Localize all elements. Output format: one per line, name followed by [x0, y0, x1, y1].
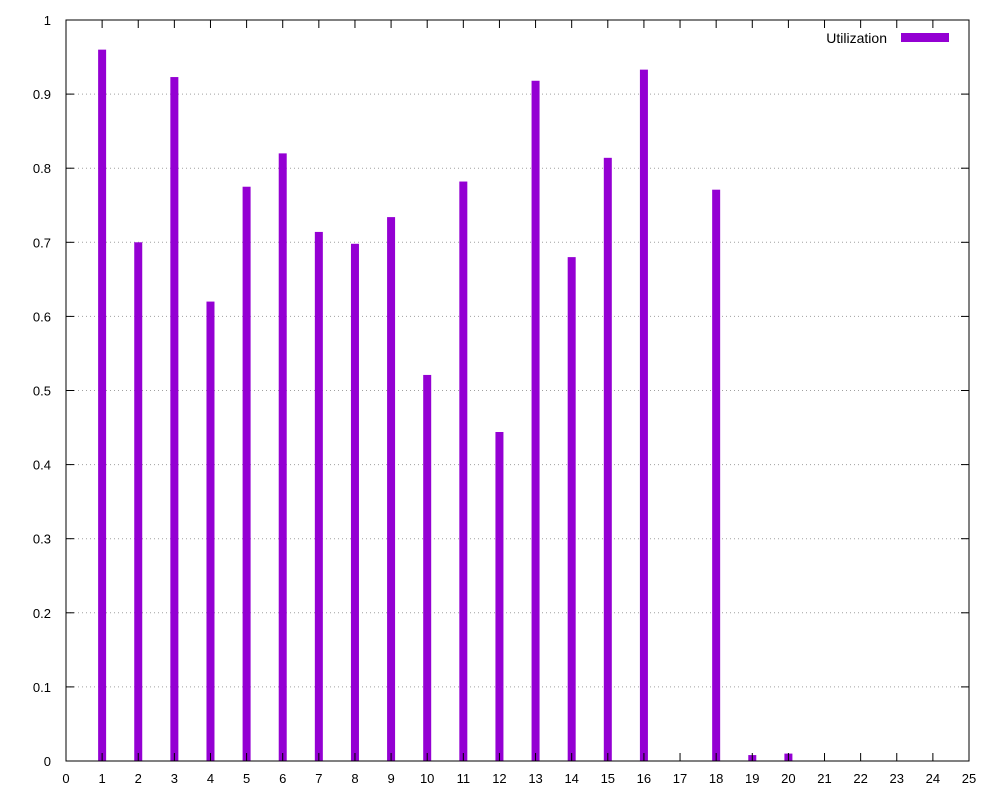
x-tick-label: 20	[781, 771, 795, 786]
x-tick-label: 11	[457, 771, 471, 786]
y-tick-label: 0.6	[33, 309, 51, 324]
bar-3	[170, 77, 179, 761]
x-tick-label: 0	[62, 771, 69, 786]
bar-11	[459, 181, 468, 762]
x-tick-label: 3	[171, 771, 178, 786]
bar-1	[98, 49, 107, 761]
bar-16	[639, 69, 648, 762]
bar-8	[350, 243, 359, 762]
bar-2	[134, 242, 143, 762]
bar-7	[314, 231, 323, 761]
x-tick-label: 2	[135, 771, 142, 786]
legend-swatch-utilization	[901, 33, 949, 42]
bar-15	[603, 157, 612, 762]
x-tick-label: 16	[637, 771, 651, 786]
grid-lines	[66, 93, 969, 688]
x-tick-label: 5	[243, 771, 250, 786]
legend-label-utilization: Utilization	[826, 30, 887, 46]
x-tick-label: 6	[279, 771, 286, 786]
x-tick-label: 19	[745, 771, 759, 786]
x-tick-label: 25	[962, 771, 976, 786]
x-tick-label: 21	[817, 771, 831, 786]
y-tick-label: 0	[44, 754, 51, 769]
x-tick-labels: 0 1 2 3 4 5 6 7 8 9 10 11 12 13 14 15 16 17 18 19 20 21 22 23 24…	[62, 771, 976, 786]
bar-13	[531, 80, 540, 761]
axis-ticks	[65, 19, 970, 762]
bar-5	[242, 186, 251, 762]
legend: Utilization	[826, 30, 949, 46]
x-tick-label: 9	[387, 771, 394, 786]
y-tick-labels: 0 0.1 0.2 0.3 0.4 0.5 0.6 0.7 0.8 0.9 1	[33, 13, 51, 769]
y-tick-label: 1	[44, 13, 51, 28]
x-tick-label: 15	[601, 771, 615, 786]
y-tick-label: 0.9	[33, 87, 51, 102]
x-tick-label: 1	[99, 771, 106, 786]
y-tick-label: 0.5	[33, 384, 51, 399]
bar-12	[495, 431, 504, 761]
bar-10	[423, 374, 432, 761]
y-tick-label: 0.4	[33, 458, 51, 473]
y-tick-label: 0.7	[33, 235, 51, 250]
x-tick-label: 18	[709, 771, 723, 786]
x-tick-label: 7	[315, 771, 322, 786]
bars	[98, 49, 793, 762]
bar-6	[278, 153, 287, 761]
bar-4	[206, 301, 215, 761]
x-tick-label: 10	[420, 771, 434, 786]
x-tick-label: 8	[351, 771, 358, 786]
y-tick-label: 0.2	[33, 606, 51, 621]
x-tick-label: 24	[926, 771, 940, 786]
x-tick-label: 12	[492, 771, 506, 786]
y-tick-label: 0.1	[33, 680, 51, 695]
bar-18	[712, 189, 721, 762]
y-tick-label: 0.3	[33, 532, 51, 547]
x-tick-label: 13	[528, 771, 542, 786]
bar-9	[387, 217, 396, 761]
x-tick-label: 17	[673, 771, 687, 786]
x-tick-label: 22	[853, 771, 867, 786]
y-tick-label: 0.8	[33, 161, 51, 176]
x-tick-label: 23	[890, 771, 904, 786]
x-tick-label: 4	[207, 771, 214, 786]
x-tick-label: 14	[564, 771, 578, 786]
bar-14	[567, 257, 576, 761]
